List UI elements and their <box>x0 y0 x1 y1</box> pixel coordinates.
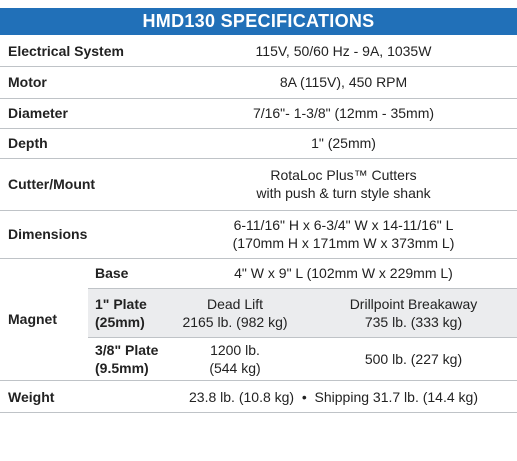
row-value: 1" (25mm) <box>170 128 517 158</box>
shaded-row <box>88 289 517 337</box>
breakaway: 500 lb. (227 kg) <box>310 338 517 380</box>
text: 6-11/16" H x 6-3/4" W x 14-11/16" L <box>233 217 454 233</box>
divider <box>0 66 517 67</box>
text: 500 lb. (227 kg) <box>364 351 463 367</box>
text: Dead Lift <box>206 296 264 312</box>
text: 4" W x 9" L (102mm W x 229mm L) <box>234 265 453 281</box>
text: 1200 lb. <box>210 342 260 358</box>
text: 2165 lb. (982 kg) <box>182 314 288 330</box>
sub-label: Base <box>95 258 175 288</box>
text: Drillpoint Breakaway <box>349 296 478 312</box>
divider <box>0 412 517 413</box>
text: Motor <box>8 74 47 90</box>
row-value: 23.8 lb. (10.8 kg) • Shipping 31.7 lb. (… <box>150 381 517 412</box>
text: with push & turn style shank <box>256 185 431 201</box>
text: 8A (115V), 450 RPM <box>279 74 408 90</box>
text: Weight <box>8 388 55 405</box>
divider <box>0 158 517 159</box>
text: (9.5mm) <box>95 360 149 376</box>
row-value: 8A (115V), 450 RPM <box>170 66 517 98</box>
text: 1" Plate <box>95 296 147 312</box>
row-label: Cutter/Mount <box>8 158 168 210</box>
sub-label: 3/8" Plate (9.5mm) <box>95 338 185 380</box>
row-value: 7/16"- 1-3/8" (12mm - 35mm) <box>170 98 517 128</box>
dead-lift: 1200 lb. (544 kg) <box>160 338 310 380</box>
text: Dimensions <box>8 226 88 242</box>
text: 1" (25mm) <box>311 135 376 151</box>
row-label: Depth <box>8 128 168 158</box>
text: 7/16"- 1-3/8" (12mm - 35mm) <box>252 105 435 121</box>
text: RotaLoc Plus™ Cutters <box>270 167 417 183</box>
divider <box>0 98 517 99</box>
row-label: Motor <box>8 66 168 98</box>
text: Magnet <box>8 311 57 327</box>
text: Electrical System <box>8 42 124 59</box>
row-label: Weight <box>8 381 128 412</box>
text: (25mm) <box>95 314 145 330</box>
text: 735 lb. (333 kg) <box>364 314 463 330</box>
text: 23.8 lb. (10.8 kg) • Shipping 31.7 lb. (… <box>189 388 478 405</box>
row-label: Electrical System <box>8 35 168 66</box>
row-label: Magnet <box>8 258 88 380</box>
text: (170mm H x 171mm W x 373mm L) <box>232 235 455 251</box>
divider <box>0 210 517 211</box>
row-value: RotaLoc Plus™ Cutters with push & turn st… <box>170 158 517 210</box>
divider <box>0 380 517 381</box>
divider <box>0 258 517 259</box>
text: Cutter/Mount <box>8 176 96 192</box>
text: 3/8" Plate <box>95 342 159 358</box>
row-label: Diameter <box>8 98 168 128</box>
divider <box>88 288 517 289</box>
text: 115V, 50/60 Hz - 9A, 1035W <box>255 42 432 59</box>
divider <box>88 337 517 338</box>
dead-lift: Dead Lift 2165 lb. (982 kg) <box>160 289 310 337</box>
text: Base <box>95 265 129 281</box>
title: HMD130 SPECIFICATIONS <box>0 8 517 35</box>
text: Diameter <box>8 105 68 121</box>
text: (544 kg) <box>209 360 261 376</box>
row-value: 115V, 50/60 Hz - 9A, 1035W <box>170 35 517 66</box>
row-value: 4" W x 9" L (102mm W x 229mm L) <box>170 258 517 288</box>
divider <box>0 128 517 129</box>
breakaway: Drillpoint Breakaway 735 lb. (333 kg) <box>310 289 517 337</box>
row-label: Dimensions <box>8 210 168 258</box>
sub-label: 1" Plate (25mm) <box>95 289 185 337</box>
row-value: 6-11/16" H x 6-3/4" W x 14-11/16" L (170m… <box>170 210 517 258</box>
text: Depth <box>8 135 48 151</box>
